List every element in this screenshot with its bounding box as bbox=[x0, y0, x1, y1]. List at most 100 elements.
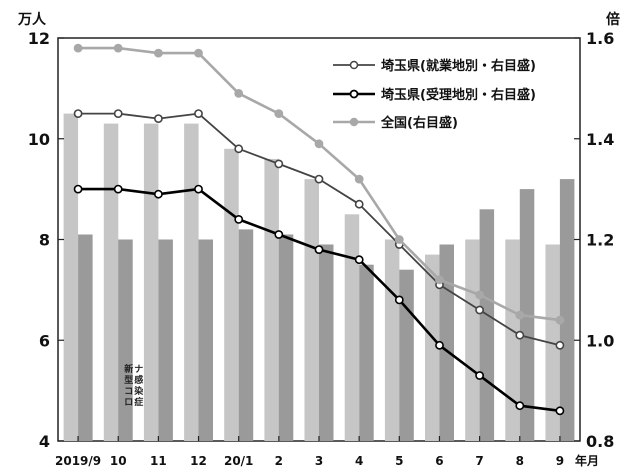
right-tick-label-3: 1.4 bbox=[586, 130, 614, 149]
point-national-4 bbox=[234, 89, 244, 98]
bar-s2-7 bbox=[359, 264, 374, 441]
right-axis-unit: 倍 bbox=[606, 11, 620, 28]
point-pref-work-7 bbox=[354, 199, 364, 209]
right-tick-label-4: 1.6 bbox=[586, 29, 614, 48]
bar-s1-0 bbox=[63, 113, 79, 441]
bar-s2-12 bbox=[559, 179, 575, 441]
legend-label-pref-accept: 埼玉県(受理地別・右目盛) bbox=[381, 87, 536, 103]
bar-s1-8 bbox=[384, 239, 400, 441]
x-axis-suffix: 年月 bbox=[575, 453, 599, 468]
left-axis-ticks: 4 6 8 10 12 bbox=[28, 29, 64, 451]
x-tick-label-9: 6 bbox=[435, 454, 443, 468]
x-tick-label-11: 8 bbox=[516, 454, 524, 468]
point-national-2 bbox=[153, 48, 163, 58]
x-tick-label-2: 11 bbox=[150, 454, 167, 468]
bar-s2-0 bbox=[78, 234, 93, 441]
point-pref-work-10 bbox=[475, 305, 484, 315]
bars-layer bbox=[63, 113, 575, 442]
point-pref-work-6 bbox=[314, 174, 324, 184]
point-national-7 bbox=[354, 174, 364, 184]
bar-s2-1 bbox=[118, 239, 133, 441]
point-national-5 bbox=[274, 109, 284, 118]
point-pref-work-2 bbox=[153, 114, 163, 123]
bar-s1-7 bbox=[344, 214, 360, 441]
point-pref-accept-0 bbox=[73, 184, 83, 194]
bar-s1-1 bbox=[103, 123, 119, 441]
point-pref-accept-5 bbox=[274, 230, 284, 239]
x-tick-label-5: 2 bbox=[275, 454, 283, 468]
bar-s2-3 bbox=[198, 239, 213, 441]
point-pref-work-5 bbox=[274, 159, 284, 169]
point-national-9 bbox=[435, 275, 444, 285]
legend: 埼玉県(就業地別・右目盛) 埼玉県(受理地別・右目盛) 全国(右目盛) bbox=[333, 58, 536, 131]
left-tick-label-4: 12 bbox=[28, 29, 50, 48]
point-pref-work-12 bbox=[555, 340, 565, 350]
point-pref-accept-4 bbox=[234, 214, 244, 224]
x-axis-ticks: 2019/9 10 11 12 20/1 2 3 4 5 6 7 8 9 bbox=[55, 436, 564, 468]
right-tick-label-1: 1.0 bbox=[586, 331, 614, 350]
bar-s2-10 bbox=[479, 209, 495, 441]
left-tick-label-1: 6 bbox=[39, 331, 50, 350]
x-tick-label-3: 12 bbox=[190, 454, 207, 468]
point-pref-accept-10 bbox=[475, 371, 484, 380]
legend-label-national: 全国(右目盛) bbox=[380, 115, 458, 131]
point-national-6 bbox=[314, 139, 324, 149]
left-tick-label-2: 8 bbox=[39, 231, 50, 250]
point-national-3 bbox=[194, 48, 203, 58]
bar-s2-2 bbox=[158, 239, 173, 441]
bar-s1-4 bbox=[224, 148, 239, 442]
x-tick-label-8: 5 bbox=[395, 454, 403, 468]
bar-s2-6 bbox=[319, 244, 334, 441]
x-tick-label-4: 20/1 bbox=[224, 454, 253, 468]
point-pref-work-0 bbox=[73, 109, 83, 118]
bar-s2-8 bbox=[399, 269, 414, 441]
right-axis-ticks: 0.8 1.0 1.2 1.4 1.6 bbox=[574, 29, 614, 451]
point-pref-accept-12 bbox=[555, 406, 565, 416]
x-tick-label-12: 9 bbox=[556, 454, 564, 468]
point-pref-accept-8 bbox=[394, 295, 404, 305]
bar-s1-11 bbox=[505, 239, 520, 441]
bar-s1-2 bbox=[143, 123, 159, 441]
bar-s1-3 bbox=[184, 123, 199, 441]
x-tick-label-7: 4 bbox=[355, 454, 363, 468]
point-pref-accept-3 bbox=[194, 184, 203, 194]
x-tick-label-6: 3 bbox=[315, 454, 323, 468]
point-national-1 bbox=[113, 43, 123, 53]
point-pref-accept-1 bbox=[113, 184, 123, 194]
point-pref-accept-2 bbox=[153, 189, 163, 199]
annotation-covid: 新型コロナ感染症 bbox=[124, 363, 144, 408]
legend-marker-pref-accept bbox=[349, 89, 359, 99]
point-national-12 bbox=[555, 315, 565, 325]
x-tick-label-10: 7 bbox=[475, 454, 483, 468]
bar-s1-9 bbox=[425, 254, 440, 441]
point-national-8 bbox=[394, 235, 404, 244]
bar-s2-9 bbox=[439, 244, 454, 441]
bar-s1-10 bbox=[465, 239, 480, 441]
left-tick-label-3: 10 bbox=[28, 130, 50, 149]
bar-s2-5 bbox=[278, 234, 294, 441]
right-tick-label-2: 1.2 bbox=[586, 231, 614, 250]
bar-s1-6 bbox=[304, 179, 319, 441]
x-tick-label-1: 10 bbox=[110, 454, 127, 468]
point-national-11 bbox=[515, 310, 525, 320]
point-pref-work-3 bbox=[194, 109, 203, 118]
legend-marker-national bbox=[349, 117, 359, 127]
left-axis-unit: 万人 bbox=[17, 11, 47, 28]
point-pref-work-11 bbox=[515, 330, 525, 340]
right-tick-label-0: 0.8 bbox=[586, 432, 614, 451]
legend-label-pref-work: 埼玉県(就業地別・右目盛) bbox=[381, 58, 536, 74]
point-pref-accept-7 bbox=[354, 255, 364, 265]
point-national-10 bbox=[475, 290, 484, 300]
point-pref-work-4 bbox=[234, 144, 244, 154]
x-tick-label-0: 2019/9 bbox=[55, 454, 101, 468]
point-national-0 bbox=[73, 43, 83, 53]
bar-s2-4 bbox=[238, 229, 254, 441]
point-pref-accept-9 bbox=[435, 340, 444, 350]
point-pref-work-1 bbox=[113, 109, 123, 118]
point-pref-accept-6 bbox=[314, 245, 324, 254]
left-tick-label-0: 4 bbox=[39, 432, 50, 451]
point-pref-accept-11 bbox=[515, 401, 525, 411]
lines-layer bbox=[73, 43, 565, 416]
bar-s1-5 bbox=[264, 158, 279, 441]
